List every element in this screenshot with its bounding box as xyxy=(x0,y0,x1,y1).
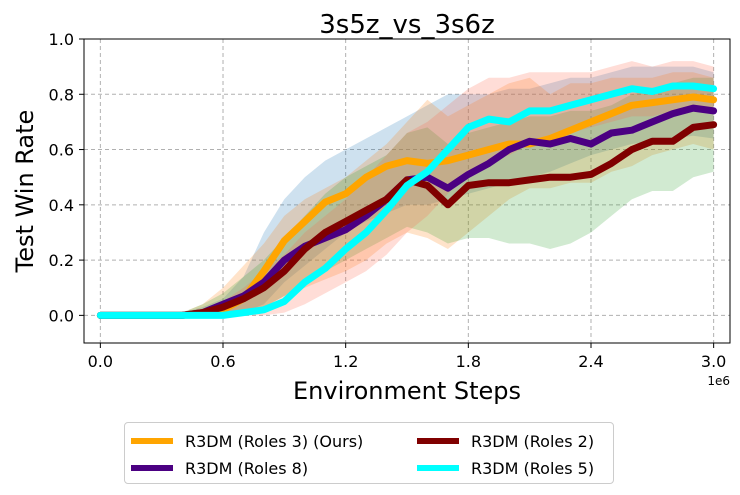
y-tick-label: 1.0 xyxy=(49,30,74,49)
series-line-2 xyxy=(96,121,718,319)
y-tick-label: 0.4 xyxy=(49,196,74,215)
legend: R3DM (Roles 3) (Ours) R3DM (Roles 8) R3D… xyxy=(124,422,614,484)
legend-item-roles-5: R3DM (Roles 5) xyxy=(417,456,594,480)
y-tick-label: 0.2 xyxy=(49,251,74,270)
x-axis-label: Environment Steps xyxy=(293,377,521,405)
x-tick-label: 1.2 xyxy=(333,352,358,371)
legend-label: R3DM (Roles 5) xyxy=(471,458,595,478)
series-line-3 xyxy=(96,82,718,319)
x-axis-offset-label: 1e6 xyxy=(707,374,730,388)
series-lines xyxy=(96,82,718,319)
legend-item-roles-2: R3DM (Roles 2) xyxy=(417,429,594,453)
legend-item-roles-8: R3DM (Roles 8) xyxy=(131,456,308,480)
x-tick-label: 0.6 xyxy=(210,352,235,371)
y-tick-label: 0.8 xyxy=(49,85,74,104)
legend-swatch xyxy=(131,465,173,471)
y-axis-label: Test Win Rate xyxy=(11,110,39,274)
y-tick-label: 0.6 xyxy=(49,141,74,160)
legend-label: R3DM (Roles 8) xyxy=(185,458,309,478)
chart-title: 3s5z_vs_3s6z xyxy=(319,10,495,40)
x-tick-label: 1.8 xyxy=(456,352,481,371)
plot-frame xyxy=(83,38,731,344)
legend-swatch xyxy=(131,438,173,444)
legend-swatch xyxy=(417,438,459,444)
axis-ticks: 0.0 0.6 1.2 1.8 2.4 3.0 0.0 0.2 0.4 0.6 0.8 1.0 xyxy=(49,30,727,371)
x-tick-label: 2.4 xyxy=(578,352,603,371)
legend-label: R3DM (Roles 3) (Ours) xyxy=(185,431,364,451)
y-tick-label: 0.0 xyxy=(49,306,74,325)
x-tick-label: 3.0 xyxy=(701,352,726,371)
legend-item-roles-3: R3DM (Roles 3) (Ours) xyxy=(131,429,363,453)
x-tick-label: 0.0 xyxy=(88,352,113,371)
legend-label: R3DM (Roles 2) xyxy=(471,431,595,451)
legend-swatch xyxy=(417,465,459,471)
